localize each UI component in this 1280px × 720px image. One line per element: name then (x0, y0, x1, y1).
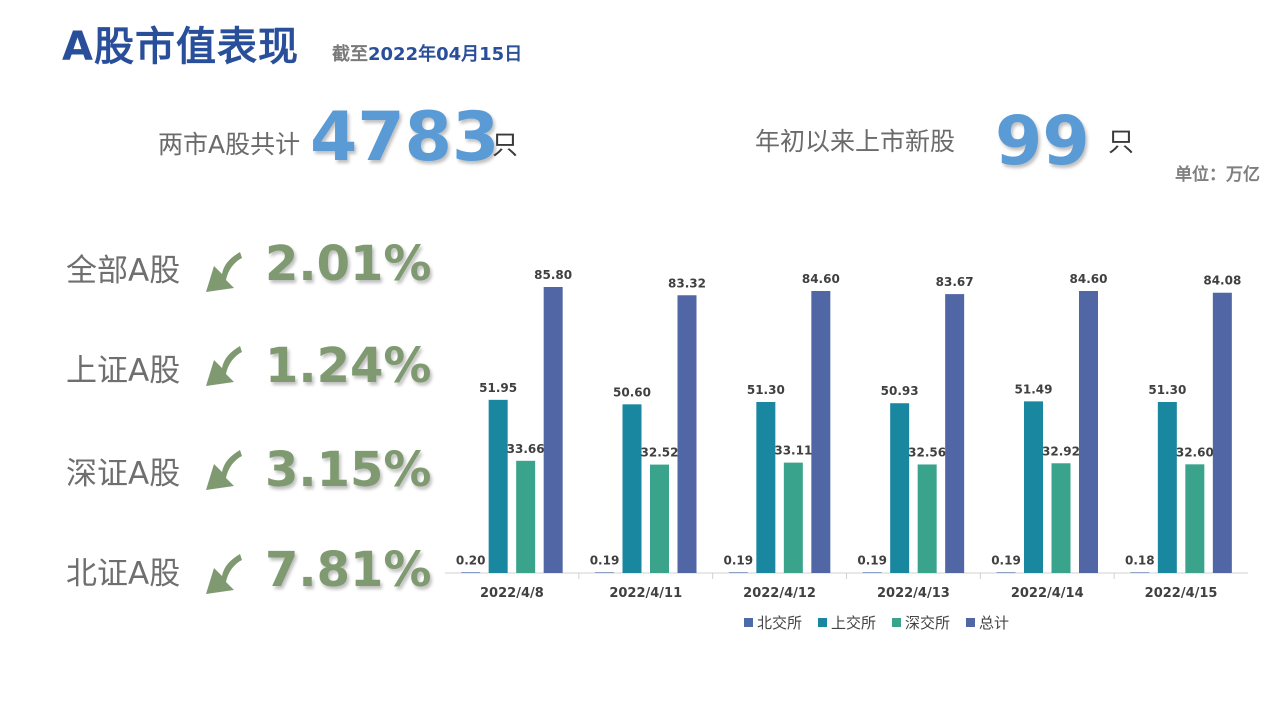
data-label: 0.20 (456, 553, 486, 567)
data-label: 51.30 (1148, 383, 1186, 397)
data-label: 0.19 (991, 553, 1021, 567)
x-tick-label: 2022/4/12 (743, 586, 816, 601)
bar (543, 287, 563, 573)
data-label: 32.56 (908, 445, 946, 459)
as-of-date-value: 2022年04月15日 (368, 44, 523, 65)
data-label: 84.60 (1070, 272, 1108, 286)
as-of-prefix: 截至 (332, 44, 368, 65)
legend-label: 北交所 (757, 614, 803, 632)
data-label: 51.95 (479, 381, 517, 395)
bar (516, 460, 536, 573)
index-change-all: 2.01% (265, 236, 432, 292)
data-label: 51.30 (747, 383, 785, 397)
bar (783, 462, 803, 573)
chart-legend: 北交所 上交所 深交所 总计 (744, 612, 1009, 633)
index-change-shanghai: 1.24% (265, 338, 432, 394)
new-listings-label: 年初以来上市新股 (755, 127, 956, 156)
legend-swatch (966, 618, 976, 627)
bar (488, 399, 508, 573)
x-tick-label: 2022/4/14 (1011, 586, 1084, 601)
data-label: 0.19 (857, 553, 887, 567)
index-change-shenzhen: 3.15% (265, 442, 432, 498)
data-label: 0.18 (1125, 553, 1155, 567)
bar (862, 572, 882, 573)
legend-label: 总计 (979, 614, 1010, 632)
x-tick-label: 2022/4/15 (1145, 586, 1218, 601)
bar (917, 464, 937, 573)
legend-swatch (892, 618, 902, 627)
index-label-shanghai: 上证A股 (66, 353, 181, 389)
data-label: 50.60 (613, 385, 651, 399)
bar (728, 572, 748, 573)
market-cap-bar-chart: 0.20 51.95 33.66 85.80 2022/4/8 0.19 50.60 32.5… (445, 268, 1248, 601)
data-label: 0.19 (724, 553, 754, 567)
legend-item: 北交所 (744, 612, 802, 633)
legend-item: 深交所 (892, 612, 950, 633)
bar (622, 404, 642, 573)
data-label: 32.92 (1042, 444, 1080, 458)
bar (1051, 463, 1071, 573)
data-label: 83.67 (936, 275, 974, 289)
data-label: 85.80 (534, 268, 572, 282)
bar (1079, 291, 1098, 573)
x-tick-label: 2022/4/8 (480, 586, 544, 601)
bar (1185, 464, 1205, 573)
new-listings-unit: 只 (1108, 128, 1135, 158)
bar (996, 572, 1016, 573)
index-label-shenzhen: 深证A股 (66, 456, 181, 492)
data-label: 84.08 (1203, 274, 1241, 288)
data-label: 32.60 (1176, 445, 1214, 459)
bar (650, 464, 669, 573)
page-title: A股市值表现 (62, 24, 299, 70)
data-label: 83.32 (668, 276, 706, 290)
legend-label: 上交所 (831, 614, 877, 632)
bar (1130, 572, 1150, 573)
total-stocks-unit: 只 (492, 131, 519, 161)
x-tick-label: 2022/4/13 (877, 586, 950, 601)
data-label: 33.66 (507, 442, 545, 456)
legend-item: 上交所 (818, 612, 876, 633)
data-label: 0.19 (590, 553, 620, 567)
x-tick-label: 2022/4/11 (609, 586, 682, 601)
bar (461, 572, 481, 573)
bar (756, 402, 776, 573)
total-stocks-label: 两市A股共计 (158, 130, 301, 159)
new-listings-value: 99 (995, 102, 1090, 181)
as-of-date: 截至2022年04月15日 (332, 40, 522, 66)
total-stocks-value: 4783 (310, 98, 500, 177)
legend-swatch (818, 618, 828, 627)
down-arrow-icon (206, 554, 242, 594)
legend-swatch (744, 618, 753, 627)
down-arrow-icon (206, 450, 242, 490)
bar (945, 294, 965, 573)
bar (595, 572, 614, 573)
data-label: 33.11 (774, 444, 812, 458)
data-label: 51.49 (1015, 382, 1053, 396)
legend-label: 深交所 (905, 614, 951, 632)
index-change-beijing: 7.81% (265, 542, 432, 598)
bar (890, 403, 910, 573)
index-label-all: 全部A股 (66, 253, 181, 289)
data-label: 50.93 (881, 384, 919, 398)
bar (1212, 292, 1232, 573)
data-label: 84.60 (802, 272, 840, 286)
bar (1157, 402, 1177, 573)
down-arrow-icon (206, 346, 242, 386)
down-arrow-icon (206, 252, 242, 292)
bar (1024, 401, 1043, 573)
legend-item: 总计 (966, 612, 1009, 633)
data-label: 32.52 (641, 446, 679, 460)
bar (677, 295, 697, 573)
unit-label: 单位：万亿 (1175, 165, 1260, 185)
bar (811, 291, 831, 573)
index-label-beijing: 北证A股 (66, 556, 181, 592)
